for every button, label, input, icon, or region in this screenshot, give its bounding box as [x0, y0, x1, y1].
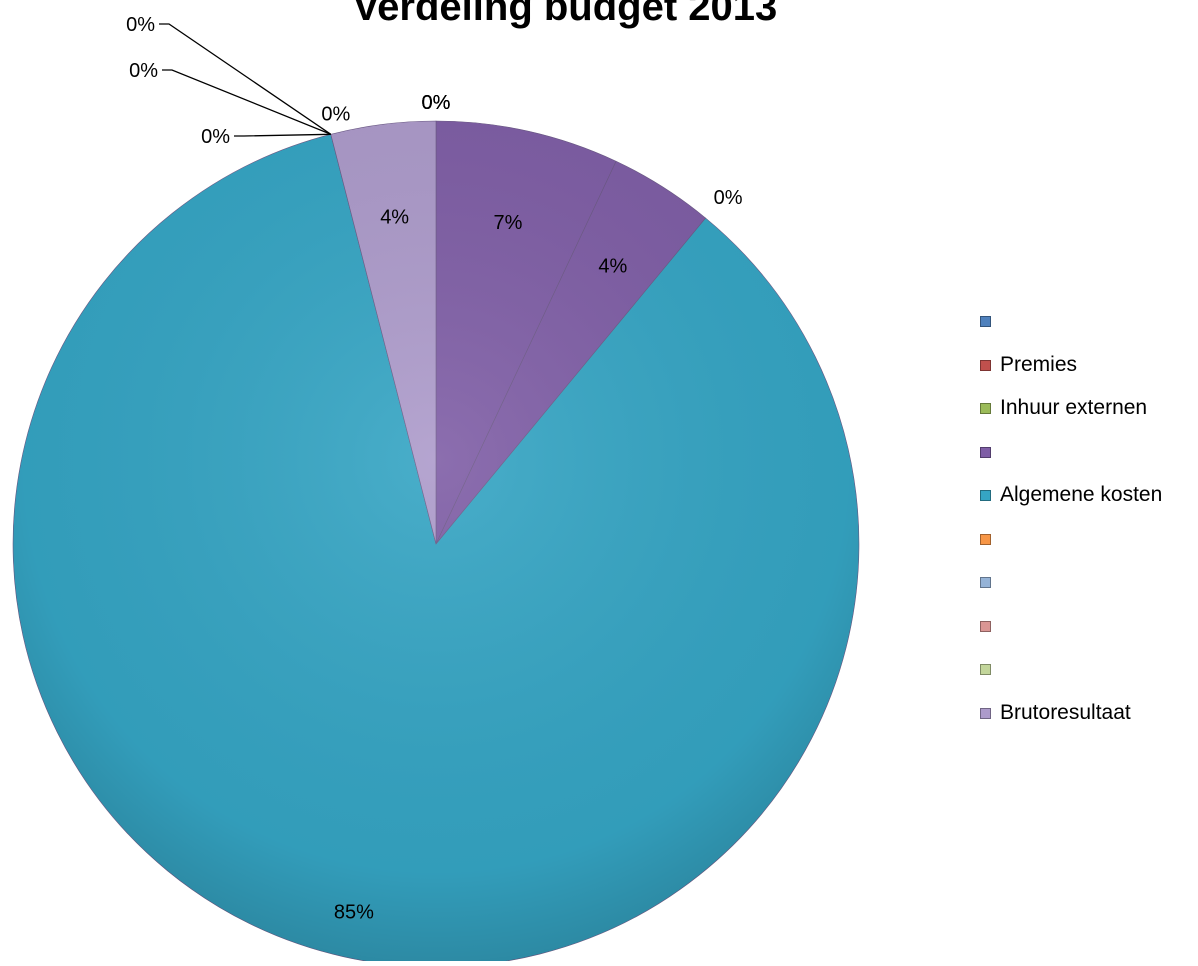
legend-swatch-6: [980, 577, 991, 588]
legend-swatch-4: [980, 490, 991, 501]
data-label-5: 0%: [714, 187, 743, 209]
legend-item-5: [980, 526, 1195, 556]
data-label-8: 0%: [129, 60, 158, 82]
legend-item-9: Brutoresultaat: [980, 700, 1195, 730]
legend-item-6: [980, 569, 1195, 599]
legend-swatch-0: [980, 316, 991, 327]
legend-item-8: [980, 656, 1195, 686]
legend-item-3: [980, 439, 1195, 469]
legend-label-4: Algemene kosten: [1000, 483, 1163, 506]
data-label-10: 0%: [321, 103, 350, 125]
legend-label-1: Premies: [1000, 352, 1078, 376]
leader-line-7: [234, 133, 331, 137]
legend-item-7: [980, 613, 1195, 643]
leader-line-9: [159, 23, 332, 135]
data-label-0: 0%: [422, 92, 451, 114]
data-labels: 0%0%0%7%4%0%85%0%0%0%0%4%: [126, 14, 743, 923]
legend-swatch-5: [980, 533, 991, 545]
data-label-11: 4%: [380, 207, 409, 229]
data-label-4: 4%: [598, 255, 627, 277]
pie-slices: [12, 120, 860, 966]
legend-swatch-2: [980, 403, 991, 414]
legend-item-2: Inhuur externen: [980, 395, 1195, 425]
leader-line-8: [162, 69, 332, 135]
legend-swatch-7: [980, 620, 991, 632]
legend-swatch-9: [980, 707, 991, 719]
legend-item-0: [980, 308, 1195, 338]
data-label-1: 0%: [422, 92, 451, 114]
data-label-3: 7%: [494, 212, 523, 234]
legend-label-2: Inhuur externen: [1000, 396, 1148, 419]
legend-swatch-1: [980, 359, 991, 371]
data-label-6: 85%: [334, 901, 374, 923]
chart-title: Verdeling budget 2013: [353, 0, 778, 29]
legend-swatch-8: [980, 664, 991, 675]
legend-label-9: Brutoresultaat: [1000, 700, 1131, 724]
data-label-9: 0%: [126, 14, 155, 36]
legend-item-4: Algemene kosten: [980, 482, 1195, 512]
data-label-7: 0%: [201, 126, 230, 148]
legend-swatch-3: [980, 446, 991, 458]
legend-item-1: Premies: [980, 352, 1195, 382]
data-label-2: 0%: [422, 92, 451, 114]
